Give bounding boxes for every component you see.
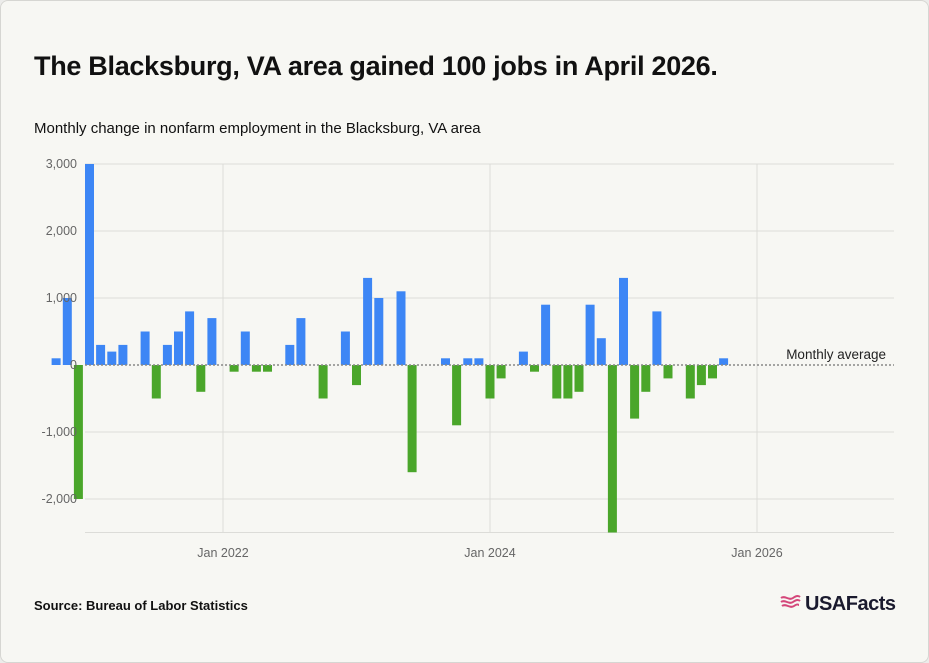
y-tick-label: 0: [70, 358, 77, 372]
bar[interactable]: [251, 365, 261, 372]
chart-title: The Blacksburg, VA area gained 100 jobs …: [34, 51, 718, 81]
chart-subtitle: Monthly change in nonfarm employment in …: [34, 120, 481, 137]
bar[interactable]: [196, 365, 206, 392]
y-tick-label: -1,000: [42, 425, 77, 439]
bar[interactable]: [474, 358, 484, 365]
bar[interactable]: [563, 365, 573, 399]
bar[interactable]: [407, 365, 417, 473]
y-tick-label: 3,000: [46, 157, 77, 171]
grid-layer: [85, 163, 894, 533]
bar[interactable]: [162, 344, 172, 365]
axis-layer: 3,000 2,000 1,000 0 -1,000 -2,000 Jan 2022 Jan …: [42, 157, 894, 560]
bar[interactable]: [363, 277, 373, 365]
bar[interactable]: [51, 358, 61, 365]
bar[interactable]: [552, 365, 562, 399]
bar[interactable]: [151, 365, 161, 399]
bar[interactable]: [374, 298, 384, 365]
source-note: Source: Bureau of Labor Statistics: [34, 598, 248, 613]
bar[interactable]: [174, 331, 183, 366]
bar[interactable]: [118, 344, 128, 365]
bar[interactable]: [685, 365, 695, 399]
bar[interactable]: [652, 311, 662, 365]
bar[interactable]: [630, 365, 640, 419]
bars-layer: [51, 164, 729, 533]
bar[interactable]: [96, 344, 106, 365]
bar[interactable]: [107, 351, 117, 365]
usafacts-logo[interactable]: USAFacts: [779, 593, 896, 616]
bar[interactable]: [441, 358, 450, 365]
y-tick-label: -2,000: [42, 492, 77, 506]
bar[interactable]: [318, 365, 328, 399]
bar[interactable]: [62, 298, 72, 365]
bar[interactable]: [396, 291, 406, 365]
bar[interactable]: [229, 365, 239, 372]
logo-text: USAFacts: [805, 593, 896, 615]
bar[interactable]: [285, 344, 295, 365]
bar[interactable]: [496, 365, 506, 379]
bar[interactable]: [73, 365, 83, 499]
bar[interactable]: [240, 331, 250, 366]
bar[interactable]: [607, 365, 617, 533]
bar[interactable]: [485, 365, 495, 399]
bar[interactable]: [596, 338, 606, 365]
bar[interactable]: [463, 358, 473, 365]
y-tick-label: 1,000: [46, 291, 77, 305]
bar[interactable]: [574, 365, 584, 392]
bar[interactable]: [641, 365, 651, 392]
bar[interactable]: [207, 318, 217, 365]
bar[interactable]: [85, 164, 94, 365]
bar[interactable]: [719, 358, 729, 365]
x-tick-label: Jan 2026: [731, 546, 782, 560]
bar[interactable]: [140, 331, 150, 366]
bar[interactable]: [352, 365, 361, 386]
bar[interactable]: [340, 331, 350, 366]
bar[interactable]: [263, 365, 272, 372]
bar[interactable]: [541, 304, 551, 365]
bar[interactable]: [619, 277, 628, 365]
bar[interactable]: [452, 365, 462, 426]
bar[interactable]: [518, 351, 528, 365]
bar[interactable]: [530, 365, 539, 372]
flag-icon: [779, 593, 801, 616]
bar[interactable]: [185, 311, 195, 365]
bar[interactable]: [708, 365, 717, 379]
x-tick-label: Jan 2022: [197, 546, 248, 560]
bar[interactable]: [296, 318, 306, 365]
average-annotation: Monthly average: [786, 347, 886, 362]
y-tick-label: 2,000: [46, 224, 77, 238]
x-tick-label: Jan 2024: [464, 546, 515, 560]
bar[interactable]: [663, 365, 673, 379]
bar[interactable]: [696, 365, 706, 386]
bar[interactable]: [585, 304, 595, 365]
